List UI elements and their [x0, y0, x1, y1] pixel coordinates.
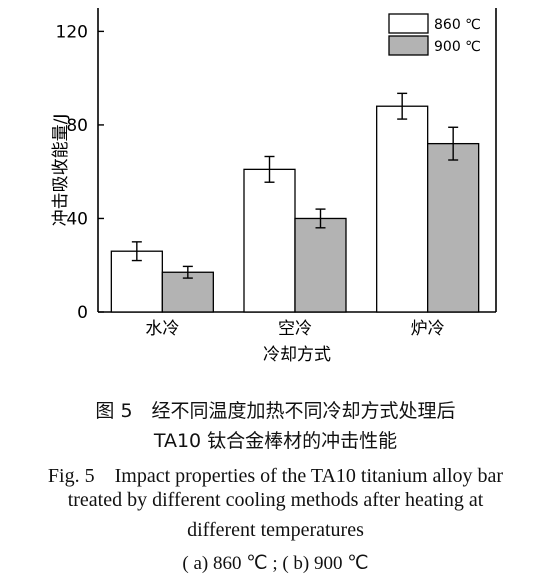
- caption-zh-line2: TA10 钛合金棒材的冲击性能: [153, 430, 398, 452]
- bar: [161, 271, 214, 313]
- x-tick-label: 水冷: [145, 319, 179, 339]
- y-tick-label: 120: [56, 22, 88, 42]
- x-axis-label: 冷却方式: [263, 345, 331, 365]
- y-tick-label: 0: [77, 303, 88, 323]
- bar: [294, 217, 347, 313]
- caption-zh-line1: 图 5 经不同温度加热不同冷却方式处理后: [95, 400, 456, 422]
- caption-en-line2: treated by different cooling methods aft…: [67, 489, 484, 511]
- x-tick-label: 炉冷: [411, 319, 445, 339]
- legend-label: 900 ℃: [434, 39, 481, 55]
- legend-swatch: [388, 13, 429, 34]
- caption-en-line1: Fig. 5 Impact properties of the TA10 tit…: [47, 465, 504, 487]
- x-tick-label: 空冷: [278, 319, 312, 339]
- legend-label: 860 ℃: [434, 17, 481, 33]
- plot-area: 0 40 80 120 水冷 空冷 炉冷 860 ℃ 900 ℃: [56, 8, 497, 339]
- legend-swatch: [388, 35, 429, 56]
- bar: [376, 105, 429, 313]
- y-tick-label: 80: [66, 116, 88, 136]
- bar: [427, 142, 480, 313]
- caption-subfigure-note: ( a) 860 ℃ ; ( b) 900 ℃: [182, 553, 369, 574]
- caption-en-line3: different temperatures: [187, 519, 364, 541]
- bar: [243, 168, 296, 313]
- y-tick-label: 40: [66, 209, 88, 229]
- bar: [110, 250, 163, 313]
- bar-chart: 0 40 80 120 水冷 空冷 炉冷 860 ℃ 900 ℃ 冲击吸收能量/J 冷却方式: [51, 8, 497, 365]
- y-axis-label: 冲击吸收能量/J: [51, 114, 71, 227]
